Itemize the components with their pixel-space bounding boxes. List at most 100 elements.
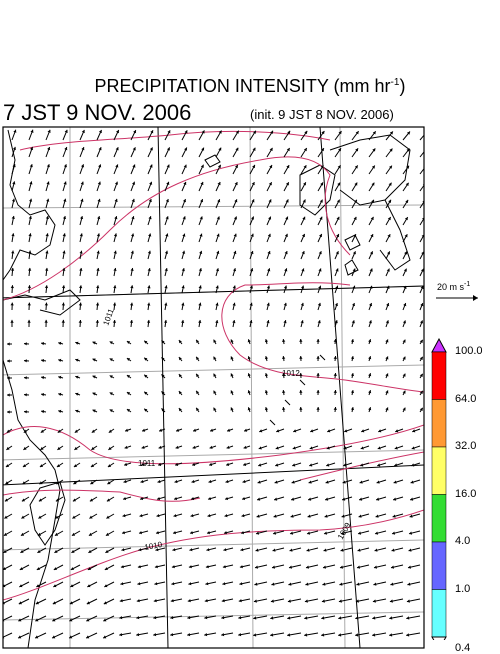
- wind-arrow-head: [79, 320, 82, 323]
- wind-arrow-head: [173, 531, 176, 534]
- wind-arrow-head: [27, 320, 30, 323]
- wind-arrow-head: [307, 549, 310, 552]
- wind-arrow-head: [131, 234, 134, 237]
- wind-arrow-head: [199, 285, 202, 288]
- wind-arrow-head: [63, 199, 66, 202]
- wind-arrow-head: [131, 251, 134, 254]
- wind-arrow-head: [156, 531, 159, 534]
- wind-arrow-head: [392, 532, 395, 535]
- reference-vector-label: 20 m s-1: [437, 281, 470, 292]
- wind-arrow-head: [375, 532, 378, 535]
- wind-arrow-head: [242, 514, 245, 517]
- wind-arrow-head: [148, 234, 151, 237]
- wind-arrow-head: [7, 393, 10, 396]
- wind-arrow-head: [307, 532, 310, 535]
- colorbar-level-label: 64.0: [455, 393, 476, 405]
- wind-arrow-head: [28, 303, 31, 306]
- wind-arrow-head: [140, 514, 143, 517]
- wind-arrow-head: [11, 268, 14, 271]
- colorbar-segment: [432, 495, 446, 543]
- wind-arrow-head: [299, 339, 302, 342]
- wind-arrow-head: [7, 410, 10, 413]
- wind-arrow-head: [29, 199, 32, 202]
- map-title: PRECIPITATION INTENSITY (mm hr-1): [0, 76, 500, 97]
- wind-arrow-head: [265, 390, 268, 393]
- isobar-label: 1012: [282, 369, 300, 378]
- wind-arrow-head: [409, 532, 412, 535]
- wind-arrow-head: [7, 359, 10, 362]
- colorbar-top-cap: [432, 339, 446, 352]
- wind-arrow-head: [225, 514, 228, 517]
- isobar-label: 1010: [144, 540, 164, 552]
- wind-arrow-head: [114, 233, 117, 236]
- wind-arrow-head: [122, 531, 125, 534]
- init-time: (init. 9 JST 8 NOV. 2006): [250, 107, 394, 122]
- wind-arrow-head: [316, 356, 319, 359]
- wind-arrow-head: [24, 376, 27, 379]
- wind-arrow-head: [24, 410, 27, 413]
- wind-arrow-head: [358, 532, 361, 535]
- wind-arrow-head: [7, 342, 10, 345]
- wind-arrow-head: [208, 514, 211, 517]
- wind-arrow-head: [62, 320, 65, 323]
- colorbar-level-label: 1.0: [455, 583, 470, 595]
- wind-arrow-head: [63, 216, 66, 219]
- wind-arrow-shaft: [420, 183, 426, 191]
- wind-arrow-head: [10, 320, 13, 323]
- wind-arrow-head: [199, 268, 202, 271]
- colorbar-segment: [432, 590, 446, 638]
- wind-arrow-head: [409, 549, 412, 552]
- wind-arrow-head: [45, 268, 48, 271]
- wind-arrow-head: [80, 216, 83, 219]
- wind-arrow-head: [45, 303, 48, 306]
- valid-time: 7 JST 9 NOV. 2006: [3, 100, 191, 126]
- wind-arrow-head: [62, 303, 65, 306]
- wind-arrow-head: [265, 356, 268, 359]
- wind-arrow-head: [96, 320, 99, 323]
- wind-arrow-head: [216, 286, 219, 289]
- china-coast: [3, 360, 60, 648]
- wind-arrow-head: [265, 339, 268, 342]
- wind-arrow-head: [12, 181, 15, 184]
- precipitation-colorbar: [430, 338, 450, 640]
- wind-arrow-head: [282, 356, 285, 359]
- wind-arrow-head: [316, 407, 319, 410]
- wind-arrow-head: [299, 356, 302, 359]
- wind-arrow-head: [301, 320, 304, 323]
- wind-arrow-head: [282, 407, 285, 410]
- wind-arrow-head: [58, 359, 61, 362]
- wind-arrow-shaft: [420, 149, 427, 157]
- isobar-1012: [222, 283, 424, 392]
- wind-arrow-head: [97, 216, 100, 219]
- wind-arrow-head: [58, 410, 61, 413]
- wind-arrow-head: [324, 549, 327, 552]
- colorbar-level-label: 16.0: [455, 488, 476, 500]
- wind-arrow-head: [29, 181, 32, 184]
- wind-arrow-head: [216, 268, 219, 271]
- colorbar-segment: [432, 542, 446, 590]
- wind-arrow-head: [207, 531, 210, 534]
- wind-arrow-head: [316, 339, 319, 342]
- title-close-paren: ): [399, 76, 405, 96]
- wind-arrow-head: [58, 342, 61, 345]
- colorbar-bottom-cap: [432, 637, 446, 640]
- wind-arrow-head: [265, 407, 268, 410]
- wind-arrow-head: [316, 373, 319, 376]
- wind-arrow-head: [97, 233, 100, 236]
- wind-arrow-head: [273, 549, 276, 552]
- wind-arrow-head: [96, 303, 99, 306]
- title-text: PRECIPITATION INTENSITY (mm hr: [95, 76, 391, 96]
- colorbar-level-label: 4.0: [455, 535, 470, 547]
- colorbar-level-label: 32.0: [455, 440, 476, 452]
- colorbar-segment: [432, 400, 446, 448]
- reference-vector-text: 20 m s: [437, 282, 464, 292]
- japan-honshu: [330, 135, 410, 205]
- wind-arrow-head: [284, 303, 287, 306]
- wind-arrow-head: [139, 531, 142, 534]
- wind-arrow-head: [375, 549, 378, 552]
- isobar-1011-lower: [3, 425, 424, 464]
- wind-arrow-head: [58, 376, 61, 379]
- isobar-1010-lower: [3, 510, 424, 600]
- wind-arrow-head: [24, 359, 27, 362]
- wind-arrow-head: [256, 549, 259, 552]
